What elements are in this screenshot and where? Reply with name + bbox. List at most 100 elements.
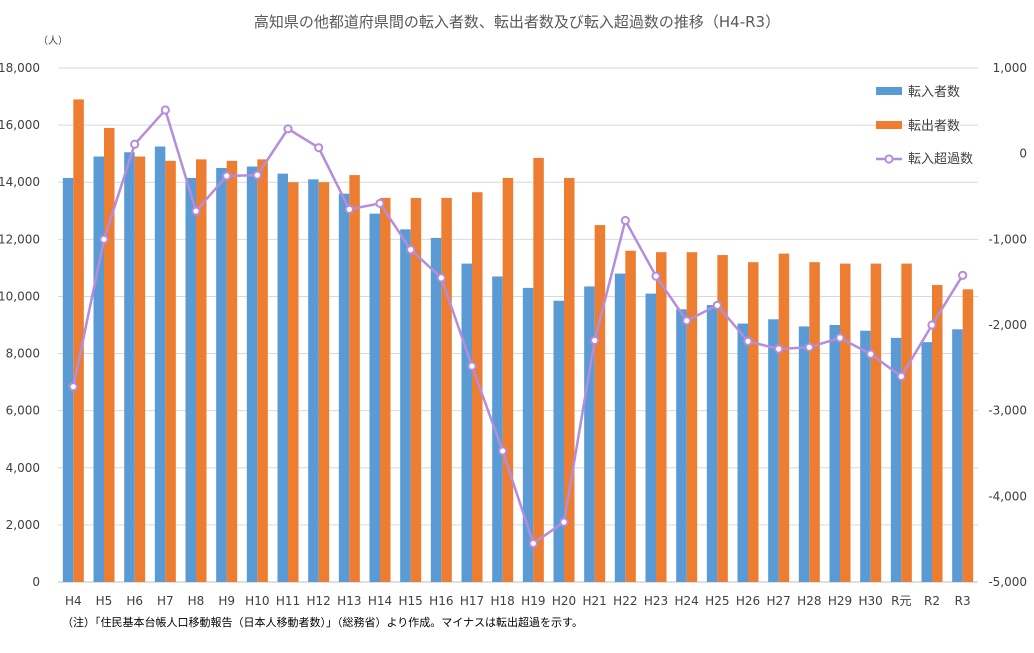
y-axis-unit: （人） (38, 35, 68, 47)
y-tick-label: 2,000 (6, 518, 40, 532)
net-inflow-point (467, 361, 477, 371)
y-tick-label: 10,000 (0, 289, 40, 303)
bar-in (246, 166, 258, 582)
x-tick-label: H6 (126, 594, 143, 608)
net-inflow-point (130, 139, 140, 149)
legend-swatch-marker (884, 154, 894, 164)
x-tick-label: H5 (96, 594, 113, 608)
bar-in (798, 326, 810, 582)
y2-tick-label: -1,000 (988, 232, 1027, 246)
net-inflow-point (927, 320, 937, 330)
x-tick-label: H4 (65, 594, 82, 608)
x-tick-label: H16 (429, 594, 453, 608)
bar-out (134, 156, 146, 582)
bar-out (870, 263, 882, 582)
x-tick-label: H24 (675, 594, 699, 608)
net-inflow-line-path (72, 107, 964, 546)
bar-in (584, 286, 595, 582)
net-inflow-point (160, 105, 170, 115)
y-tick-label: 4,000 (6, 461, 40, 475)
net-inflow-point (344, 204, 354, 214)
y-tick-label: 18,000 (0, 61, 40, 75)
bar-out (748, 262, 759, 582)
net-inflow-point (314, 143, 324, 153)
net-inflow-point (743, 336, 753, 346)
x-tick-label: H23 (644, 594, 668, 608)
bar-in (277, 173, 288, 582)
x-tick-label: H12 (307, 594, 331, 608)
bar-out (410, 197, 422, 582)
x-tick-label: H8 (188, 594, 205, 608)
bar-out (717, 255, 728, 583)
legend-label: 転入超過数 (908, 152, 973, 167)
bar-in (737, 323, 748, 582)
y2-tick-label: 0 (1019, 147, 1027, 161)
net-inflow-point (99, 234, 109, 244)
bar-out (441, 197, 452, 582)
net-inflow-point (804, 342, 814, 352)
bar-in (706, 305, 718, 582)
bar-out (257, 159, 268, 582)
x-tick-label: H25 (705, 594, 729, 608)
bar-out (840, 263, 851, 582)
x-tick-label: H29 (828, 594, 852, 608)
bar-in (614, 273, 626, 582)
x-tick-label: H19 (521, 594, 545, 608)
bar-out (533, 157, 544, 582)
net-inflow-point (712, 300, 722, 310)
bar-out (165, 160, 176, 583)
bar-in (890, 337, 902, 582)
net-inflow-point (436, 273, 446, 283)
bar-in (62, 177, 74, 582)
bar-out (196, 159, 207, 582)
legend-label: 転出者数 (908, 119, 960, 134)
bar-in (522, 287, 534, 582)
bar-out (318, 182, 330, 582)
bar-in (308, 179, 319, 582)
bar-out (686, 252, 698, 582)
y-axis-right-ticks: -5,000 -4,000 -3,000 -2,000 -1,000 0 1,000 (988, 61, 1027, 589)
bar-in (369, 213, 380, 582)
bar-in (553, 300, 564, 582)
bar-in (676, 309, 687, 582)
bar-out (380, 197, 391, 582)
net-inflow-point (375, 198, 385, 208)
bar-out (73, 99, 84, 583)
bar-out (656, 252, 667, 582)
y2-tick-label: -4,000 (988, 489, 1027, 503)
net-inflow-point (896, 371, 906, 381)
bar-in (185, 177, 196, 582)
bar-in (216, 167, 227, 582)
y2-tick-label: -2,000 (988, 318, 1027, 332)
bar-in (829, 325, 840, 582)
x-tick-label: H9 (218, 594, 235, 608)
x-tick-label: H21 (583, 594, 607, 608)
legend-label: 転入者数 (908, 85, 960, 100)
net-inflow-point (528, 538, 538, 549)
bar-in (768, 319, 779, 582)
net-inflow-point (866, 349, 876, 359)
bar-out (901, 263, 912, 582)
net-inflow-point (252, 170, 262, 180)
x-tick-label: R2 (924, 594, 940, 608)
net-inflow-point (498, 446, 508, 456)
bar-out (472, 192, 483, 582)
y-tick-label: 6,000 (6, 404, 40, 418)
bar-in (645, 293, 656, 582)
x-tick-label: H22 (613, 594, 637, 608)
bar-out (809, 262, 820, 582)
net-inflow-point (559, 517, 569, 527)
x-tick-label: H26 (736, 594, 760, 608)
bar-in (952, 329, 963, 582)
bar-in (154, 146, 166, 582)
bar-in (430, 237, 442, 582)
x-axis-ticks: H4 H5 H6 H7 H8 H9 H10 H11 H12 H13 H14 H15 H16 H17 H18 H… (65, 594, 971, 608)
x-tick-label: H10 (245, 594, 269, 608)
x-tick-label: H7 (157, 594, 174, 608)
footnote: （注）「住民基本台帳人口移動報告（日本人移動者数）」（総務省）より作成。マイナス… (62, 616, 583, 629)
net-inflow-point (283, 124, 293, 134)
net-inflow-point (191, 206, 201, 216)
y-tick-label: 0 (32, 575, 40, 589)
